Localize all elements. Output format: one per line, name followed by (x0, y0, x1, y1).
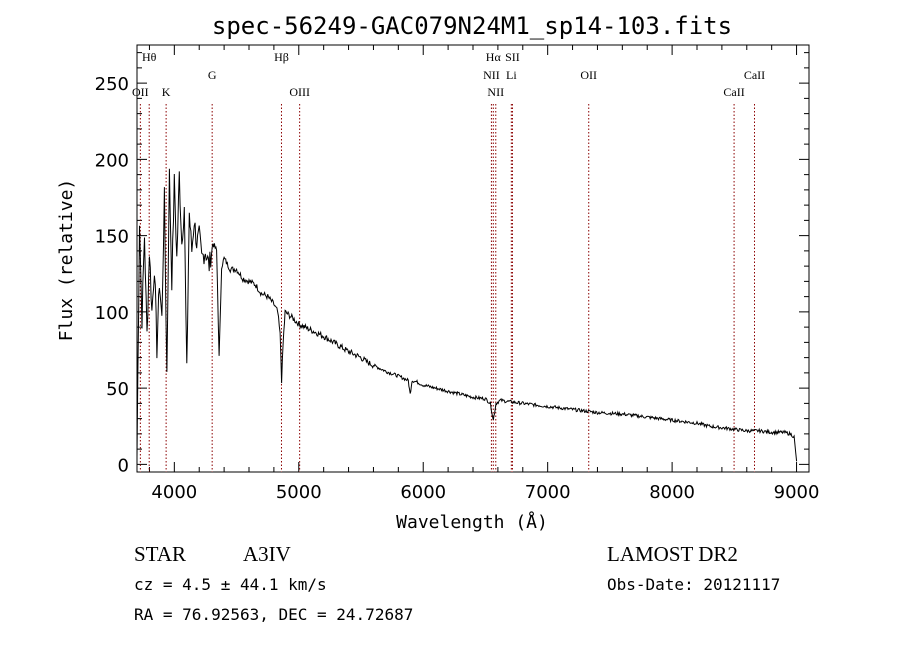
spectral-line-label: Hα (486, 50, 502, 64)
object-class: STAR (134, 542, 186, 566)
spectral-line-label: NII (487, 85, 504, 99)
obs-date: Obs-Date: 20121117 (607, 575, 780, 594)
chart-title: spec-56249-GAC079N24M1_sp14-103.fits (212, 12, 732, 40)
spectral-line-label: CaII (744, 68, 765, 82)
x-tick-label: 4000 (151, 482, 197, 503)
spectral-line-label: CaII (723, 85, 744, 99)
plot-frame (136, 44, 810, 473)
y-tick-label: 200 (95, 150, 129, 171)
spectral-line-label: OII (132, 85, 149, 99)
y-axis: 0 50 100 150 200 250 (95, 52, 809, 476)
x-tick-label: 5000 (276, 482, 322, 503)
spectral-line-label: K (162, 85, 171, 99)
redshift-text: cz = 4.5 ± 44.1 km/s (134, 575, 327, 594)
coordinates-text: RA = 76.92563, DEC = 24.72687 (134, 605, 413, 624)
spectrum-line (136, 168, 798, 462)
x-tick-label: 9000 (774, 482, 820, 503)
spectral-line-label: Hθ (142, 50, 157, 64)
x-axis: 4000 5000 6000 7000 8000 9000 (148, 45, 820, 503)
y-tick-label: 150 (95, 227, 129, 248)
object-subclass: A3IV (243, 542, 291, 566)
spectral-line-label: G (208, 68, 217, 82)
x-tick-label: 6000 (400, 482, 446, 503)
y-tick-label: 100 (95, 303, 129, 324)
spectral-line-label: Hβ (274, 50, 289, 64)
spectral-line-label: SII (505, 50, 520, 64)
y-tick-label: 250 (95, 74, 129, 95)
spectral-line-label: OIII (289, 85, 310, 99)
x-axis-label: Wavelength (Å) (396, 511, 548, 533)
x-tick-label: 7000 (525, 482, 571, 503)
y-axis-label: Flux (relative) (56, 179, 77, 342)
survey-name: LAMOST DR2 (607, 542, 738, 566)
x-tick-label: 8000 (649, 482, 695, 503)
spectral-line-label: Li (506, 68, 517, 82)
spectral-line-label: NII (483, 68, 500, 82)
y-tick-label: 0 (118, 455, 129, 476)
spectral-line-label: OII (580, 68, 597, 82)
y-tick-label: 50 (106, 379, 129, 400)
